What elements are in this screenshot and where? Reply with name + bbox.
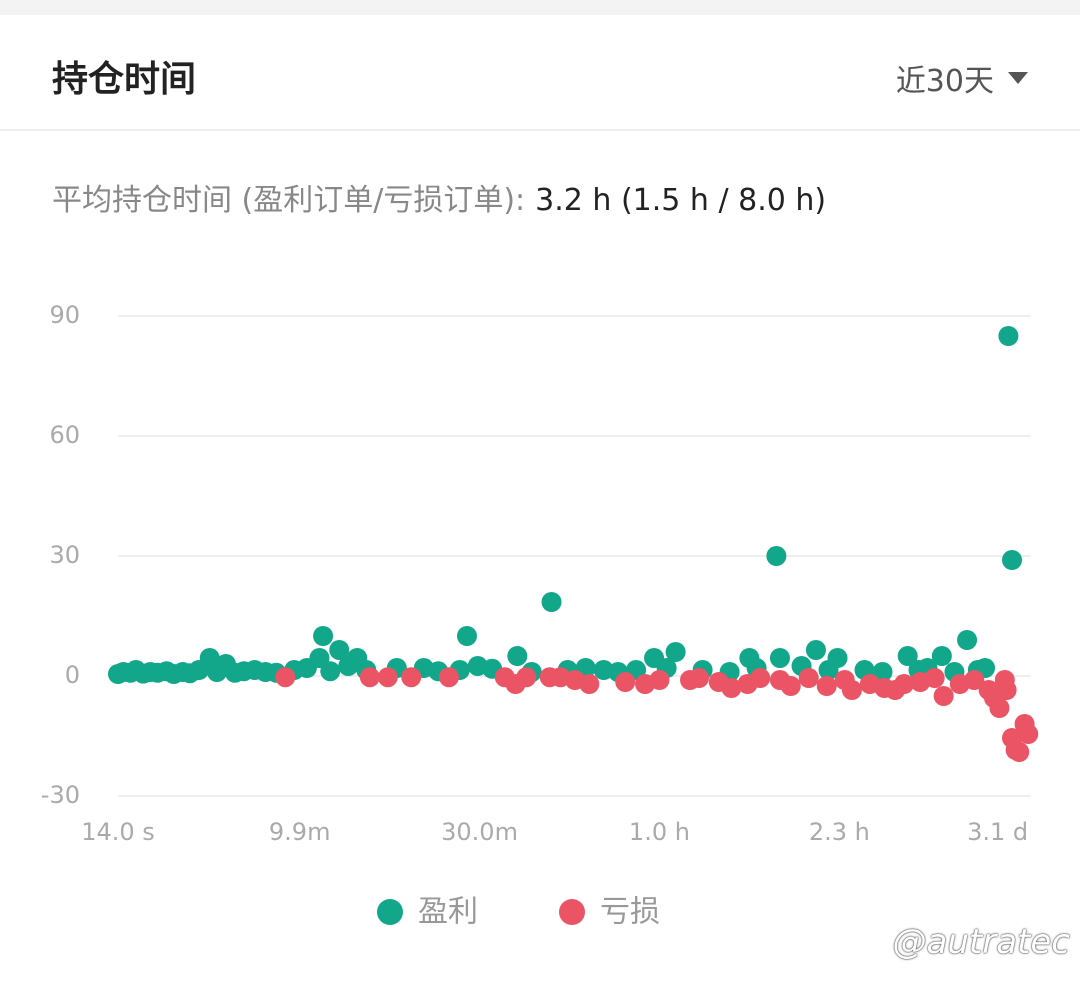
data-point bbox=[320, 661, 341, 682]
data-point bbox=[827, 648, 848, 668]
data-point bbox=[989, 698, 1010, 718]
data-point bbox=[689, 668, 710, 688]
data-point bbox=[665, 642, 686, 662]
data-point bbox=[456, 626, 477, 646]
data-point bbox=[1018, 724, 1039, 744]
data-point bbox=[933, 686, 954, 706]
data-point bbox=[199, 648, 220, 668]
data-point bbox=[816, 676, 837, 696]
x-tick-label: 2.3 h bbox=[809, 818, 870, 846]
x-tick-label: 30.0m bbox=[441, 818, 518, 846]
data-point bbox=[750, 668, 771, 688]
data-point bbox=[215, 654, 236, 674]
summary-label: 平均持仓时间 (盈利订单/亏损订单): bbox=[52, 183, 526, 218]
y-tick-label: 30 bbox=[49, 541, 80, 569]
data-point bbox=[516, 667, 537, 688]
data-point bbox=[309, 648, 330, 668]
watermark: @autratec bbox=[892, 922, 1070, 962]
data-point bbox=[805, 640, 826, 660]
legend-marker[interactable] bbox=[559, 899, 585, 925]
data-point bbox=[798, 668, 819, 688]
y-tick-label: 0 bbox=[65, 661, 80, 689]
data-point bbox=[541, 592, 562, 612]
data-point bbox=[347, 648, 368, 668]
data-point bbox=[897, 646, 918, 666]
data-point bbox=[329, 640, 350, 660]
data-point bbox=[377, 667, 398, 688]
data-point bbox=[894, 674, 915, 694]
data-point bbox=[649, 670, 670, 690]
data-point bbox=[401, 667, 422, 688]
page-title: 持仓时间 bbox=[52, 59, 197, 100]
data-point bbox=[872, 662, 893, 682]
legend-label[interactable]: 亏损 bbox=[600, 895, 660, 930]
data-point bbox=[766, 546, 787, 566]
legend-marker[interactable] bbox=[377, 899, 403, 925]
data-point bbox=[769, 648, 790, 668]
x-tick-label: 9.9m bbox=[269, 818, 331, 846]
summary: 平均持仓时间 (盈利订单/亏损订单): 3.2 h (1.5 h / 8.0 h) bbox=[52, 175, 826, 219]
data-point bbox=[1005, 740, 1026, 760]
data-point bbox=[438, 667, 459, 688]
x-tick-label: 1.0 h bbox=[629, 818, 690, 846]
data-point bbox=[507, 646, 528, 666]
data-point bbox=[644, 648, 665, 668]
period-selector[interactable]: 近30天 bbox=[896, 56, 1028, 100]
data-point bbox=[721, 678, 742, 698]
data-point bbox=[579, 674, 600, 694]
y-tick-label: 90 bbox=[49, 301, 80, 329]
y-tick-label: 60 bbox=[49, 421, 80, 449]
status-band bbox=[0, 0, 1080, 15]
data-point bbox=[1002, 550, 1023, 570]
data-point bbox=[780, 676, 801, 696]
y-tick-label: -30 bbox=[41, 781, 80, 809]
data-point bbox=[359, 667, 380, 688]
data-point bbox=[924, 668, 945, 688]
data-point bbox=[996, 680, 1017, 700]
data-point bbox=[957, 630, 978, 650]
period-label[interactable]: 近30天 bbox=[895, 64, 994, 99]
data-point bbox=[998, 326, 1019, 346]
data-point bbox=[275, 667, 296, 688]
data-point bbox=[931, 646, 952, 666]
legend-label[interactable]: 盈利 bbox=[418, 895, 478, 930]
data-point bbox=[739, 648, 760, 668]
dropdown-arrow[interactable] bbox=[1008, 72, 1028, 84]
summary-value: 3.2 h (1.5 h / 8.0 h) bbox=[535, 183, 827, 218]
data-point bbox=[313, 626, 334, 646]
divider bbox=[0, 129, 1080, 131]
x-tick-label: 14.0 s bbox=[81, 818, 155, 846]
data-point bbox=[964, 670, 985, 690]
x-tick-label: 3.1 d bbox=[967, 818, 1028, 846]
data-point bbox=[615, 672, 636, 692]
data-point bbox=[841, 680, 862, 700]
